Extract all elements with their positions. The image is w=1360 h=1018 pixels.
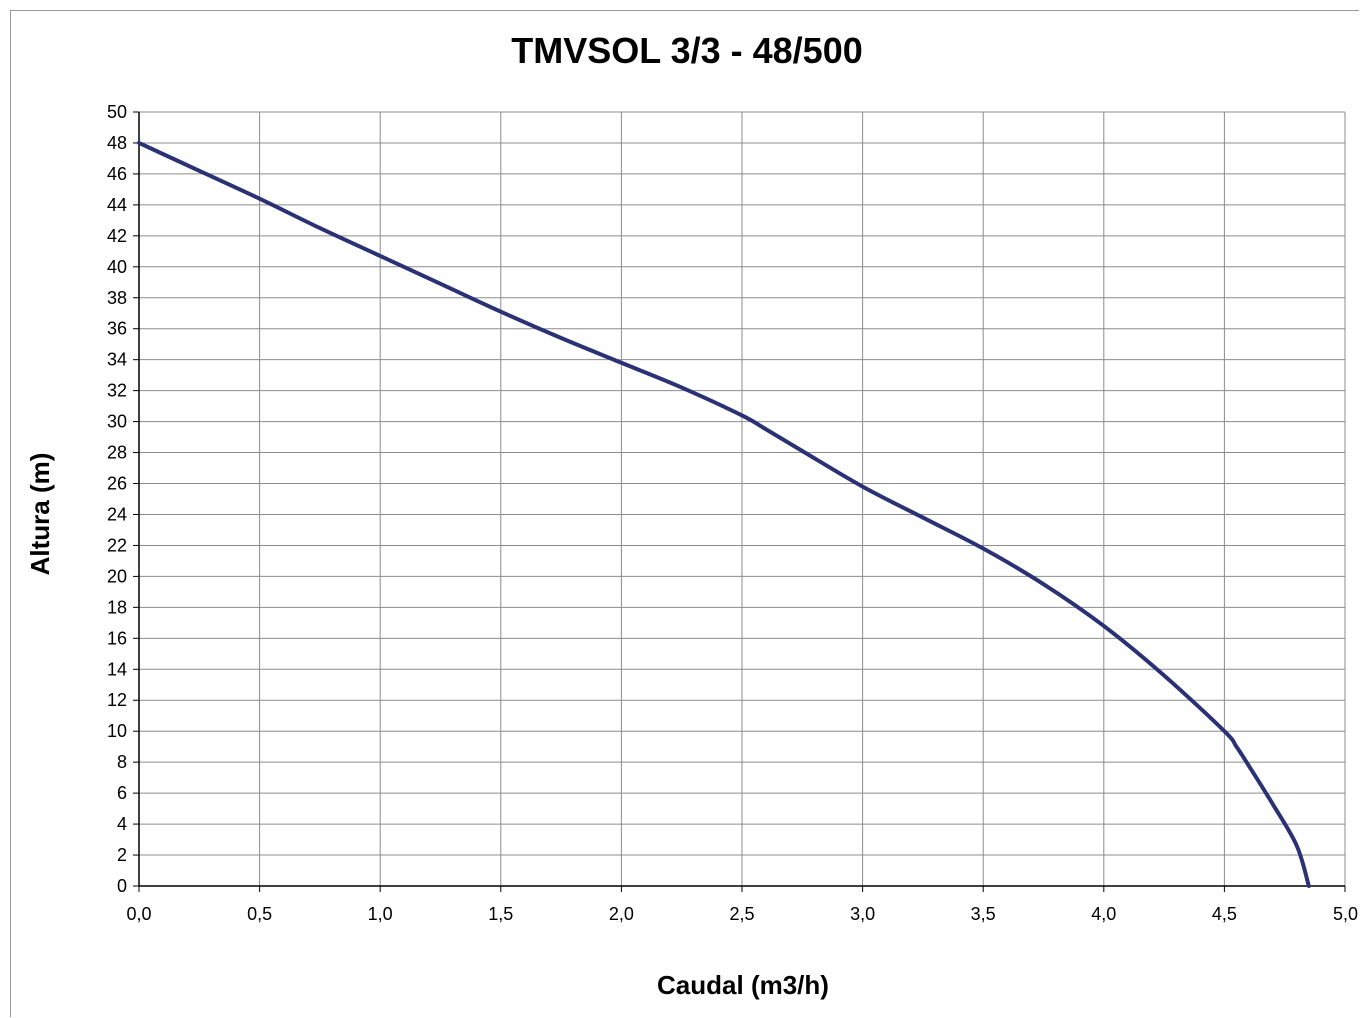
y-tick-label: 34 [107, 350, 127, 370]
y-tick-label: 30 [107, 412, 127, 432]
x-tick-label: 0,0 [126, 904, 151, 924]
x-tick-label: 0,5 [247, 904, 272, 924]
y-tick-label: 32 [107, 381, 127, 401]
y-tick-label: 44 [107, 195, 127, 215]
y-tick-label: 18 [107, 597, 127, 617]
y-tick-label: 12 [107, 690, 127, 710]
y-tick-label: 26 [107, 474, 127, 494]
y-tick-label: 46 [107, 164, 127, 184]
y-tick-label: 0 [117, 876, 127, 896]
y-tick-label: 28 [107, 443, 127, 463]
y-tick-label: 24 [107, 504, 127, 524]
y-tick-label: 48 [107, 133, 127, 153]
chart-frame [10, 10, 1359, 1017]
x-tick-label: 3,0 [850, 904, 875, 924]
x-tick-label: 1,5 [488, 904, 513, 924]
y-axis-label: Altura (m) [25, 453, 55, 576]
y-tick-label: 14 [107, 659, 127, 679]
x-tick-label: 4,0 [1091, 904, 1116, 924]
chart-title: TMVSOL 3/3 - 48/500 [511, 30, 863, 71]
y-tick-label: 50 [107, 102, 127, 122]
x-axis-label: Caudal (m3/h) [657, 970, 829, 1000]
y-tick-label: 38 [107, 288, 127, 308]
y-tick-label: 16 [107, 628, 127, 648]
y-tick-label: 4 [117, 814, 127, 834]
x-tick-label: 1,0 [368, 904, 393, 924]
y-tick-label: 2 [117, 845, 127, 865]
y-tick-label: 42 [107, 226, 127, 246]
y-tick-label: 36 [107, 319, 127, 339]
x-axis-tick-labels: 0,0 0,5 1,0 1,5 2,0 2,5 3,0 3,5 4,0 4,5 5,0 [126, 904, 1358, 924]
y-tick-label: 8 [117, 752, 127, 772]
x-tick-label: 2,5 [729, 904, 754, 924]
series-line-0 [137, 140, 1311, 888]
x-tick-label: 4,5 [1212, 904, 1237, 924]
series-layer [137, 140, 1311, 888]
axes [133, 111, 1346, 892]
y-tick-label: 10 [107, 721, 127, 741]
y-tick-label: 40 [107, 257, 127, 277]
y-axis-tick-labels: 0246810121416182022242628303234363840424… [107, 102, 127, 896]
x-tick-label: 3,5 [971, 904, 996, 924]
x-tick-label: 5,0 [1333, 904, 1358, 924]
y-tick-label: 20 [107, 566, 127, 586]
x-tick-label: 2,0 [609, 904, 634, 924]
y-tick-label: 22 [107, 535, 127, 555]
y-tick-label: 6 [117, 783, 127, 803]
